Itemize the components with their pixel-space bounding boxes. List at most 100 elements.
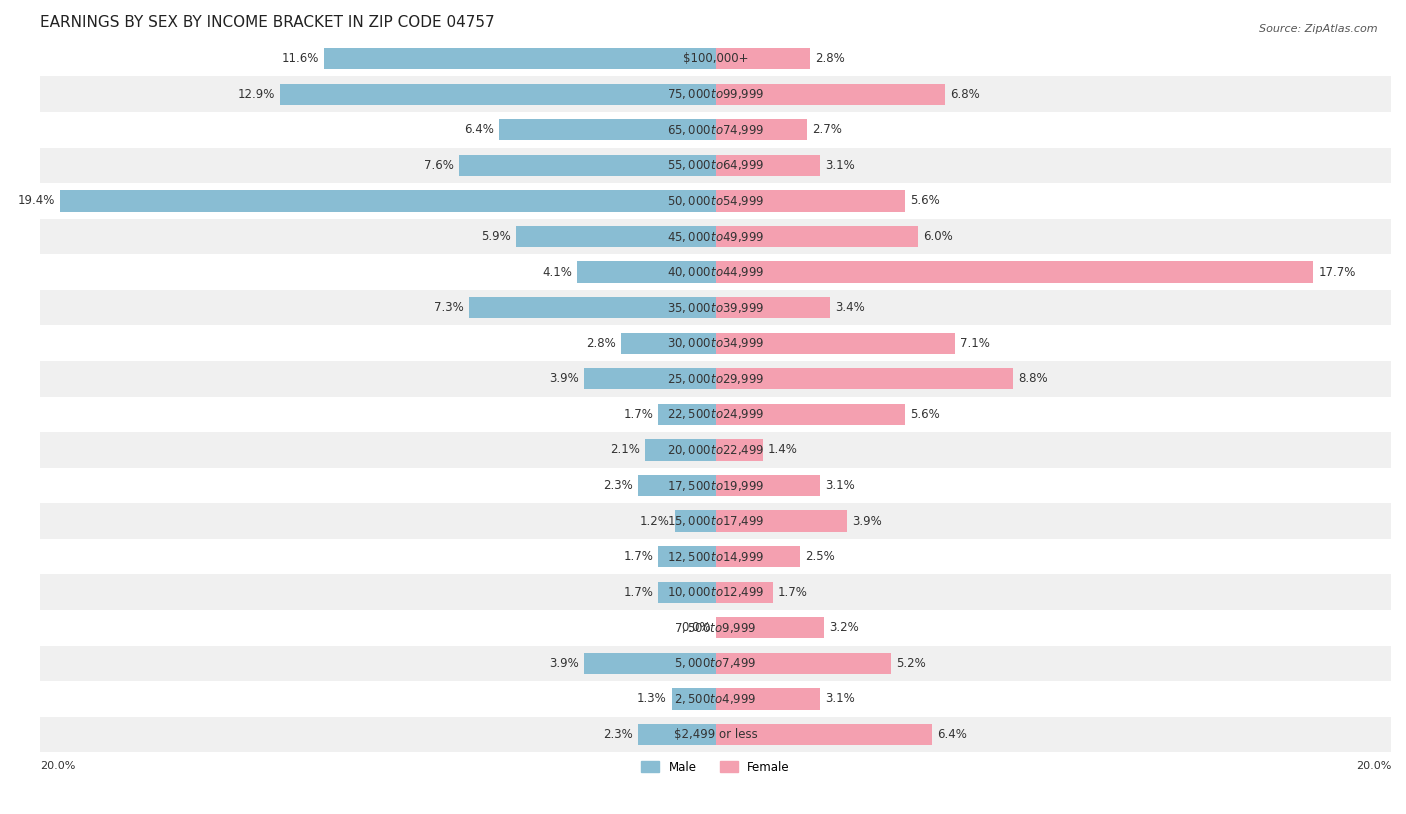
Text: $2,499 or less: $2,499 or less: [673, 728, 758, 741]
Bar: [716, 689, 820, 710]
Text: 0.0%: 0.0%: [681, 621, 710, 634]
Text: 2.8%: 2.8%: [815, 52, 845, 65]
Bar: [716, 190, 904, 212]
Bar: [41, 254, 1391, 290]
Bar: [583, 653, 716, 674]
Text: $100,000+: $100,000+: [683, 52, 748, 65]
Bar: [638, 475, 716, 497]
Text: 6.4%: 6.4%: [464, 123, 495, 136]
Text: 1.7%: 1.7%: [623, 550, 652, 563]
Bar: [638, 724, 716, 745]
Bar: [41, 610, 1391, 646]
Text: $12,500 to $14,999: $12,500 to $14,999: [666, 549, 765, 563]
Text: 7.6%: 7.6%: [425, 159, 454, 172]
Text: 3.1%: 3.1%: [825, 693, 855, 706]
Bar: [516, 225, 716, 247]
Text: 4.1%: 4.1%: [543, 265, 572, 278]
Text: 2.3%: 2.3%: [603, 479, 633, 492]
Text: 20.0%: 20.0%: [1355, 761, 1391, 771]
Text: 7.3%: 7.3%: [434, 301, 464, 314]
Bar: [41, 361, 1391, 396]
Bar: [41, 646, 1391, 681]
Text: $15,000 to $17,499: $15,000 to $17,499: [666, 514, 765, 528]
Bar: [621, 333, 716, 354]
Text: $75,000 to $99,999: $75,000 to $99,999: [666, 87, 765, 101]
Text: 20.0%: 20.0%: [41, 761, 76, 771]
Text: 3.1%: 3.1%: [825, 479, 855, 492]
Text: 1.7%: 1.7%: [623, 586, 652, 599]
Text: 17.7%: 17.7%: [1319, 265, 1355, 278]
Text: 3.9%: 3.9%: [548, 372, 579, 385]
Bar: [716, 440, 763, 461]
Text: $40,000 to $44,999: $40,000 to $44,999: [666, 265, 765, 279]
Bar: [716, 119, 807, 141]
Bar: [41, 219, 1391, 254]
Text: 3.9%: 3.9%: [548, 657, 579, 670]
Bar: [41, 41, 1391, 77]
Bar: [41, 112, 1391, 147]
Text: 2.8%: 2.8%: [586, 337, 616, 350]
Text: 5.2%: 5.2%: [896, 657, 927, 670]
Text: 6.0%: 6.0%: [924, 230, 953, 243]
Bar: [716, 546, 800, 567]
Bar: [716, 617, 824, 638]
Text: $25,000 to $29,999: $25,000 to $29,999: [666, 372, 765, 386]
Text: 12.9%: 12.9%: [238, 88, 274, 101]
Bar: [41, 290, 1391, 326]
Text: 7.1%: 7.1%: [960, 337, 990, 350]
Text: 6.8%: 6.8%: [950, 88, 980, 101]
Bar: [716, 581, 773, 603]
Bar: [716, 155, 820, 176]
Bar: [41, 183, 1391, 219]
Bar: [658, 546, 716, 567]
Bar: [458, 155, 716, 176]
Text: 19.4%: 19.4%: [18, 195, 55, 208]
Text: 1.2%: 1.2%: [640, 514, 671, 527]
Bar: [672, 689, 716, 710]
Bar: [41, 468, 1391, 503]
Text: $2,500 to $4,999: $2,500 to $4,999: [675, 692, 756, 706]
Text: $55,000 to $64,999: $55,000 to $64,999: [666, 159, 765, 173]
Text: $50,000 to $54,999: $50,000 to $54,999: [666, 194, 765, 208]
Text: 3.2%: 3.2%: [828, 621, 859, 634]
Bar: [716, 333, 955, 354]
Text: $5,000 to $7,499: $5,000 to $7,499: [675, 656, 756, 671]
Bar: [41, 575, 1391, 610]
Text: 1.7%: 1.7%: [778, 586, 808, 599]
Text: 11.6%: 11.6%: [281, 52, 319, 65]
Text: 3.9%: 3.9%: [852, 514, 882, 527]
Bar: [644, 440, 716, 461]
Text: $17,500 to $19,999: $17,500 to $19,999: [666, 479, 765, 492]
Text: 5.6%: 5.6%: [910, 195, 939, 208]
Bar: [675, 510, 716, 532]
Bar: [716, 48, 810, 69]
Text: EARNINGS BY SEX BY INCOME BRACKET IN ZIP CODE 04757: EARNINGS BY SEX BY INCOME BRACKET IN ZIP…: [41, 15, 495, 30]
Bar: [716, 84, 945, 105]
Text: 1.7%: 1.7%: [623, 408, 652, 421]
Bar: [41, 396, 1391, 432]
Text: $7,500 to $9,999: $7,500 to $9,999: [675, 621, 756, 635]
Bar: [716, 404, 904, 425]
Text: 2.1%: 2.1%: [610, 444, 640, 457]
Text: 5.9%: 5.9%: [481, 230, 512, 243]
Text: 5.6%: 5.6%: [910, 408, 939, 421]
Text: $20,000 to $22,499: $20,000 to $22,499: [666, 443, 765, 457]
Bar: [41, 716, 1391, 752]
Text: 2.5%: 2.5%: [806, 550, 835, 563]
Text: Source: ZipAtlas.com: Source: ZipAtlas.com: [1260, 24, 1378, 34]
Text: 6.4%: 6.4%: [936, 728, 967, 741]
Bar: [41, 432, 1391, 468]
Text: 8.8%: 8.8%: [1018, 372, 1047, 385]
Bar: [41, 503, 1391, 539]
Bar: [716, 510, 848, 532]
Bar: [41, 77, 1391, 112]
Text: 3.1%: 3.1%: [825, 159, 855, 172]
Bar: [470, 297, 716, 318]
Text: $45,000 to $49,999: $45,000 to $49,999: [666, 230, 765, 243]
Bar: [716, 297, 831, 318]
Text: 2.7%: 2.7%: [811, 123, 842, 136]
Bar: [41, 539, 1391, 575]
Bar: [716, 653, 891, 674]
Bar: [41, 147, 1391, 183]
Text: 2.3%: 2.3%: [603, 728, 633, 741]
